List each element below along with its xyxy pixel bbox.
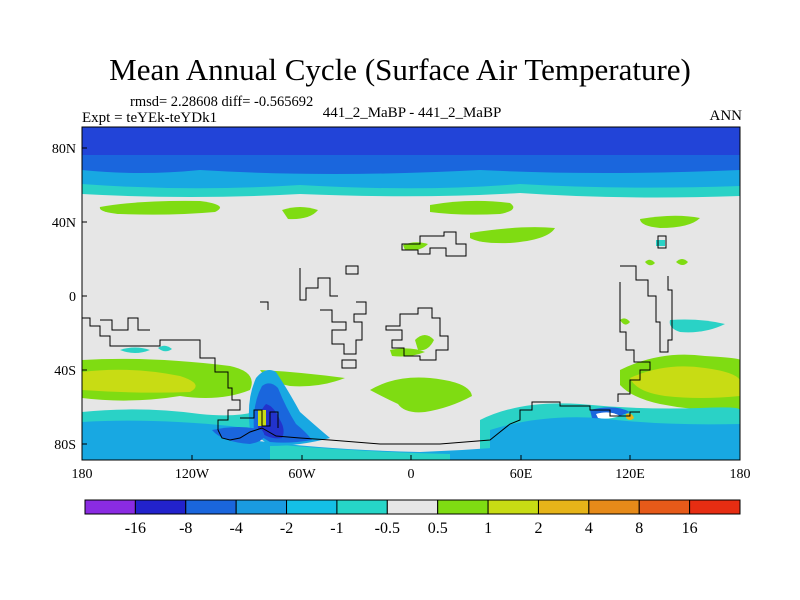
- cool-patch-n1: [656, 240, 665, 246]
- colorbar-label: -4: [229, 520, 242, 537]
- colorbar-box: [588, 499, 640, 515]
- warm-patch-t2: [390, 348, 425, 357]
- lat-tick-label: 0: [69, 290, 76, 305]
- coast-east-island: [657, 235, 667, 249]
- colorbar-label: -0.5: [375, 520, 400, 537]
- coast-central-america: [100, 317, 150, 331]
- colorbar-label: -8: [179, 520, 192, 537]
- colorbar-box: [185, 499, 237, 515]
- warm-core-sw: [82, 369, 196, 393]
- warm-patch-n4: [470, 227, 555, 244]
- arctic-band-8: [82, 127, 740, 155]
- warm-core-se: [630, 366, 740, 398]
- colorbar-label: 8: [635, 520, 643, 537]
- colorbar-label: 1: [484, 520, 492, 537]
- coast-islet: [341, 359, 357, 369]
- lon-tick-label: 0: [408, 467, 415, 482]
- colorbar-label: -1: [330, 520, 343, 537]
- cool-patch-t1: [669, 319, 725, 333]
- warm-patch-t3: [620, 318, 630, 325]
- rmsd-diff-stats: rmsd= 2.28608 diff= -0.565692: [130, 94, 314, 110]
- lat-axis: 80N 40N 0 40S 80S: [52, 142, 87, 453]
- warm-patch-t1: [415, 335, 434, 351]
- colorbar-box: [235, 499, 288, 515]
- cool-patch-t2: [120, 347, 150, 353]
- map-field: [82, 127, 740, 460]
- coast-antarctica: [217, 401, 640, 445]
- arctic-band-4: [82, 155, 740, 176]
- lon-tick-label: 180: [730, 467, 751, 482]
- coast-south-america: [82, 317, 241, 430]
- experiment-label: Expt = teYEk-teYDk1: [82, 110, 218, 126]
- warm-patch-n1: [99, 200, 220, 215]
- colorbar-label: -16: [125, 520, 146, 537]
- chart-title: Mean Annual Cycle (Surface Air Temperatu…: [109, 52, 691, 87]
- lat-tick-label: 80N: [52, 142, 76, 157]
- coast-ocean-islands: [299, 268, 338, 301]
- coast-east-continent: [620, 265, 673, 353]
- colorbar-label: 2: [534, 520, 542, 537]
- warm-spot-east: [626, 413, 634, 420]
- coast-fragment: [260, 301, 269, 310]
- lon-tick-label: 120E: [615, 467, 645, 482]
- season-label: ANN: [709, 108, 743, 124]
- colorbar-box: [386, 499, 439, 515]
- lat-tick-label: 80S: [54, 438, 76, 453]
- colorbar-box: [487, 499, 539, 515]
- warm-patch-n3: [430, 200, 514, 215]
- coast-continent-mid: [385, 307, 449, 361]
- warm-patch-n7: [676, 259, 688, 265]
- colorbar-box: [638, 499, 691, 515]
- case-label: 441_2_MaBP - 441_2_MaBP: [322, 105, 502, 121]
- arctic-band-2: [82, 170, 740, 191]
- coastlines: [82, 231, 673, 445]
- lon-tick-label: 60W: [288, 467, 316, 482]
- colorbar-label: 0.5: [428, 520, 448, 537]
- lat-tick-label: 40N: [52, 216, 76, 231]
- colorbar-box: [336, 499, 388, 515]
- coast-antarctic-peninsula: [240, 409, 279, 428]
- colorbar-label: 16: [682, 520, 698, 537]
- colorbar-label: 4: [585, 520, 593, 537]
- colorbar-box: [537, 499, 590, 515]
- coast-archipelago: [320, 301, 367, 355]
- colorbar: -16 -8 -4 -2 -1 -0.5 0.5 1 2 4 8 16: [84, 499, 741, 537]
- coast-east-lower: [617, 282, 651, 402]
- coast-small-island: [345, 265, 359, 275]
- lat-tick-label: 40S: [54, 364, 76, 379]
- coast-north-basin: [401, 231, 467, 257]
- neutral-spot-east: [596, 412, 620, 419]
- colorbar-box: [84, 499, 136, 515]
- lon-tick-label: 60E: [510, 467, 533, 482]
- colorbar-label: -2: [280, 520, 293, 537]
- warm-patch-n5: [640, 215, 700, 228]
- warm-patch-n8: [645, 259, 655, 266]
- colorbar-box: [437, 499, 489, 515]
- colorbar-box: [134, 499, 187, 515]
- cool-band-s6: [270, 444, 450, 460]
- lon-axis: 180 120W 60W 0 60E 120E 180: [72, 455, 751, 482]
- cool-patch-t3: [158, 345, 172, 352]
- cool-band-s4: [490, 417, 740, 460]
- warm-patch-s1: [370, 377, 472, 413]
- lon-tick-label: 180: [72, 467, 93, 482]
- arctic-band-1: [82, 184, 740, 198]
- warm-patch-n2: [282, 207, 318, 220]
- lon-tick-label: 120W: [175, 467, 210, 482]
- colorbar-box: [286, 499, 338, 515]
- colorbar-box: [689, 499, 741, 515]
